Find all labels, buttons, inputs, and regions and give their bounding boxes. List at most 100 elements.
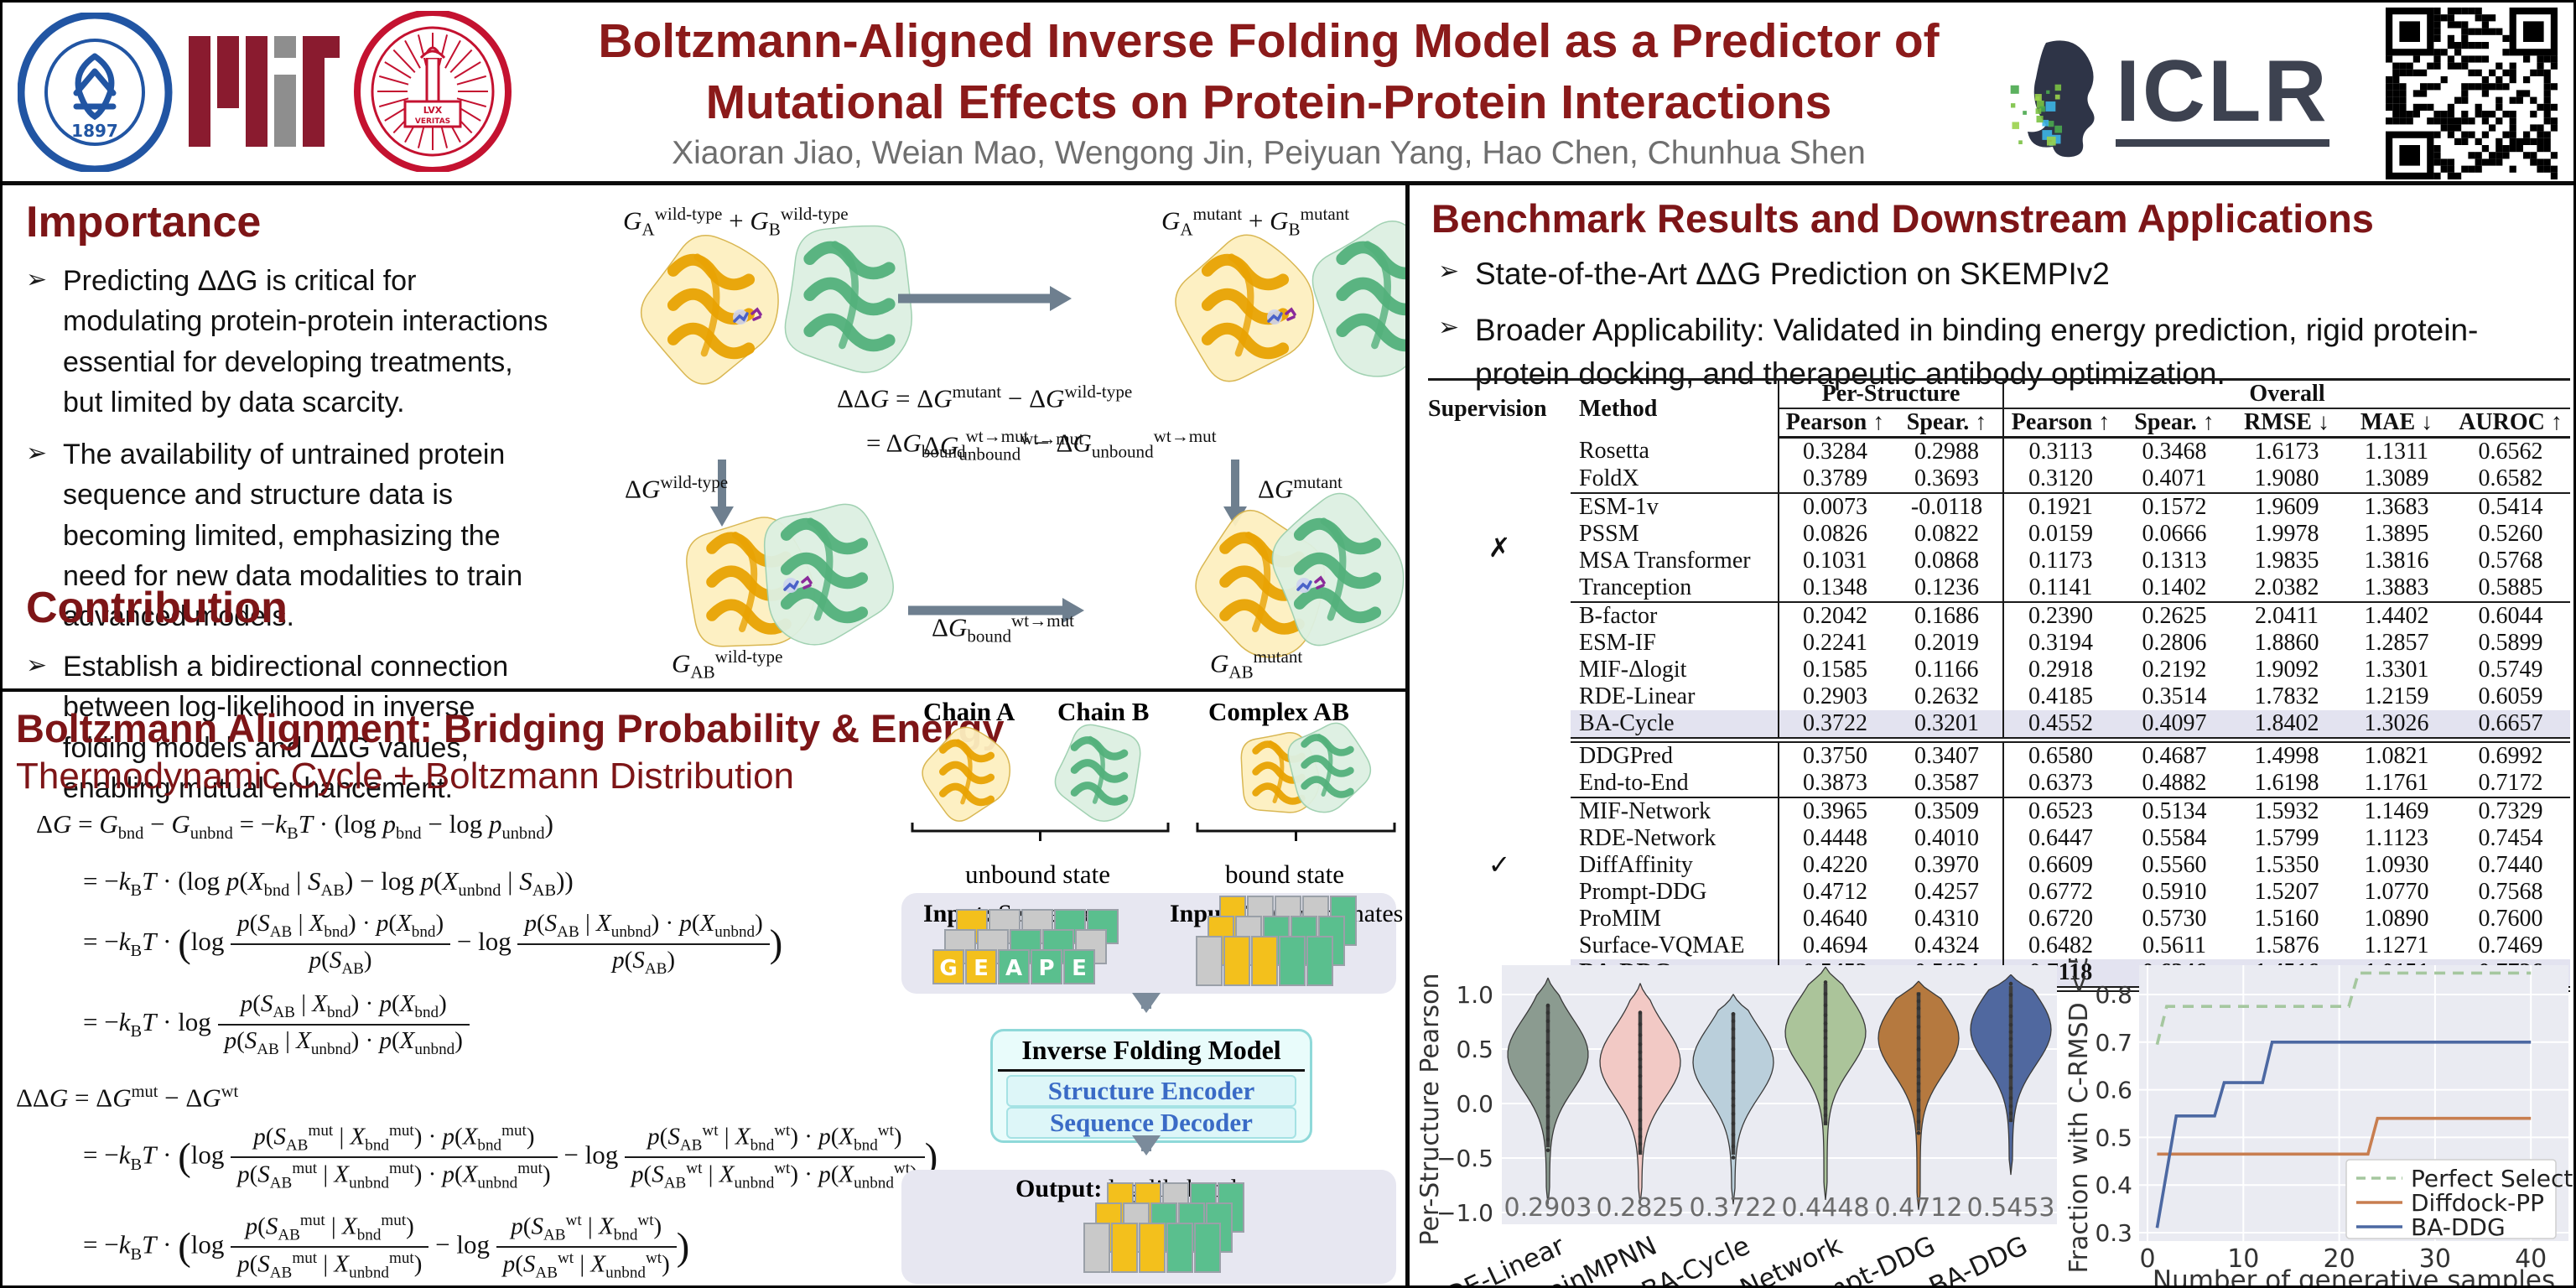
cycle-label-gab-mut: GABmutant xyxy=(1210,647,1303,683)
structure-encoder: Structure Encoder xyxy=(1006,1075,1296,1107)
svg-text:0: 0 xyxy=(2139,1244,2155,1274)
header-rule xyxy=(3,181,2573,185)
svg-text:Diffdock-PP: Diffdock-PP xyxy=(2411,1189,2544,1217)
left-mid-rule xyxy=(3,688,1405,692)
svg-text:0.4712: 0.4712 xyxy=(1875,1193,1963,1223)
table-row: ✓ DDGPred 0.3750 0.3407 0.6580 0.4687 1.4998 1.… xyxy=(1428,740,2570,989)
unbound-state-label: unbound state xyxy=(965,860,1111,889)
equation-5: ΔΔG = ΔGmut − ΔGwt xyxy=(16,1083,239,1113)
svg-text:Per-Structure Pearson: Per-Structure Pearson xyxy=(1420,973,1445,1245)
cycle-label-wt-unbound: GAwild-type + GBwild-type xyxy=(623,204,849,240)
svg-text:Fraction with C-RMSD < 5Å: Fraction with C-RMSD < 5Å xyxy=(2065,958,2094,1273)
chain-b-label: Chain B xyxy=(1057,697,1150,726)
inverse-folding-model-box: Inverse Folding Model Structure Encoder … xyxy=(990,1029,1312,1143)
table-row: BA-Cycle 0.3722 0.3201 0.4552 0.4097 1.8402 1.… xyxy=(1428,710,2571,743)
svg-text:0.8: 0.8 xyxy=(2095,981,2132,1009)
svg-text:0.0: 0.0 xyxy=(1456,1090,1493,1118)
svg-text:0.3: 0.3 xyxy=(2095,1219,2132,1247)
table-row: Tranception 0.1348 0.1236 0.1141 0.1402 2.038… xyxy=(1428,574,2571,603)
skempi-results-table: Supervision Method Per-Structure Overall… xyxy=(1428,378,2571,992)
contribution-heading: Contribution xyxy=(26,584,288,632)
svg-text:P: P xyxy=(1038,956,1054,981)
benchmark-heading: Benchmark Results and Downstream Applica… xyxy=(1431,196,2374,241)
model-title: Inverse Folding Model xyxy=(998,1031,1305,1072)
importance-bullets: ➢ Predicting ΔΔG is critical for modulati… xyxy=(26,261,553,648)
table-row: FoldX 0.3789 0.3693 0.3120 0.4071 1.9080 1.308… xyxy=(1428,465,2571,494)
table-row: MIF-Network 0.3965 0.3509 0.6523 0.5134 1.593… xyxy=(1428,797,2570,825)
output-tiles xyxy=(1083,1182,1244,1273)
column-divider xyxy=(1405,185,1410,1285)
table-row: RDE-Network 0.4448 0.4010 0.6447 0.5584 1.579… xyxy=(1428,825,2570,852)
svg-text:A: A xyxy=(1005,956,1022,981)
authors: Xiaoran Jiao, Weian Mao, Wengong Jin, Pe… xyxy=(672,135,1866,171)
svg-text:0.2903: 0.2903 xyxy=(1504,1193,1592,1223)
svg-text:0.6: 0.6 xyxy=(2095,1077,2132,1104)
svg-text:BA-DDG: BA-DDG xyxy=(1924,1231,2032,1288)
svg-text:0.7: 0.7 xyxy=(2095,1029,2132,1057)
svg-text:0.5: 0.5 xyxy=(1456,1036,1493,1063)
svg-text:−0.5: −0.5 xyxy=(1436,1145,1493,1172)
title-line-2: Mutational Effects on Protein-Protein In… xyxy=(705,75,1832,129)
svg-text:0.4448: 0.4448 xyxy=(1782,1193,1870,1223)
table-row: Rosetta 0.3284 0.2988 0.3113 0.3468 1.6173 1.1… xyxy=(1428,437,2570,493)
bullet-item: ➢ Establish a bidirectional connection be… xyxy=(26,651,509,804)
cycle-label-dg-bound: ΔGboundwt→mut xyxy=(932,610,1074,647)
table-row: MIF-Δlogit 0.1585 0.1166 0.2918 0.2192 1.9092… xyxy=(1428,657,2570,683)
svg-text:0.5: 0.5 xyxy=(2095,1124,2132,1151)
iclr-face-icon xyxy=(2010,40,2095,158)
equation-1: ΔG = Gbnd − Gunbnd = −kBT · (log pbnd − … xyxy=(36,809,553,844)
table-row: MSA Transformer 0.1031 0.0868 0.1173 0.1313 1… xyxy=(1428,548,2570,574)
svg-text:VERITAS: VERITAS xyxy=(415,117,450,126)
table-row: End-to-End 0.3873 0.3587 0.6373 0.4882 1.6198… xyxy=(1428,770,2571,798)
group-per-structure: Per-Structure xyxy=(1779,379,2005,409)
col-supervision: Supervision xyxy=(1428,395,1547,422)
arrow-to-output xyxy=(1132,1135,1161,1156)
cycle-label-gab-wt: GABwild-type xyxy=(672,647,783,683)
svg-text:Number of generative samples: Number of generative samples xyxy=(2153,1265,2555,1288)
group-overall: Overall xyxy=(2003,379,2571,409)
bullet-item: ➢ Predicting ΔΔG is critical for modulati… xyxy=(26,265,548,418)
title-line-1: Boltzmann-Aligned Inverse Folding Model … xyxy=(598,14,1940,68)
svg-text:−1.0: −1.0 xyxy=(1436,1199,1493,1227)
bound-state-label: bound state xyxy=(1225,860,1345,889)
poster-title: Boltzmann-Aligned Inverse Folding Model … xyxy=(531,11,2007,133)
table-row: PSSM 0.0826 0.0822 0.0159 0.0666 1.9978 1.3895… xyxy=(1428,521,2570,548)
complex-ab-label: Complex AB xyxy=(1208,697,1349,726)
svg-text:40: 40 xyxy=(2515,1244,2547,1274)
pipeline-proteins xyxy=(911,722,1396,841)
svg-text:30: 30 xyxy=(2419,1244,2451,1274)
per-structure-pearson-violin-chart: 0.2903RDE-Linear0.2825ProteinMPNN0.3722B… xyxy=(1420,965,2057,1288)
svg-text:10: 10 xyxy=(2227,1244,2259,1274)
iclr-logo: ICLR xyxy=(2116,45,2329,148)
table-row: RDE-Linear 0.2903 0.2632 0.4185 0.3514 1.7832… xyxy=(1428,683,2570,710)
svg-text:1.0: 1.0 xyxy=(1456,981,1493,1009)
svg-text:Perfect Selection: Perfect Selection xyxy=(2411,1165,2576,1192)
svg-text:0.4: 0.4 xyxy=(2095,1171,2132,1199)
chain-a-label: Chain A xyxy=(923,697,1015,726)
table-row: ESM-IF 0.2241 0.2019 0.3194 0.2806 1.8860 1.28… xyxy=(1428,630,2570,657)
zhejiang-university-logo: 1897 xyxy=(18,13,173,172)
svg-text:BA-DDG: BA-DDG xyxy=(2411,1213,2506,1241)
thermodynamic-cycle-diagram xyxy=(640,221,1405,658)
contribution-bullets: ➢ Establish a bidirectional connection be… xyxy=(26,647,563,820)
svg-text:20: 20 xyxy=(2324,1244,2355,1274)
sequence-decoder: Sequence Decoder xyxy=(1006,1107,1296,1139)
mit-logo xyxy=(189,36,340,147)
table-row: DiffAffinity 0.4220 0.3970 0.6609 0.5560 1.53… xyxy=(1428,852,2570,879)
table-row: B-factor 0.2042 0.1686 0.2390 0.2625 2.0411 1.… xyxy=(1428,602,2570,740)
col-method: Method xyxy=(1571,379,1779,438)
cycle-center-line1: ΔΔG = ΔGmutant − ΔGwild-type xyxy=(837,382,1133,413)
importance-heading: Importance xyxy=(26,198,262,247)
svg-text:LVX: LVX xyxy=(423,105,443,116)
svg-text:0.3722: 0.3722 xyxy=(1690,1193,1778,1223)
table-row: ✗ ESM-1v 0.0073 -0.0118 0.1921 0.1572 1.9609 1.… xyxy=(1428,493,2570,602)
arrow-to-model xyxy=(1132,993,1161,1013)
cycle-center-line2: = ΔGboundwt→mut − ΔGunboundwt→mut xyxy=(866,426,1217,462)
cycle-label-dg-wildtype: ΔGwild-type xyxy=(625,472,729,504)
table-row: ProMIM 0.4640 0.4310 0.6720 0.5730 1.5160 1.08… xyxy=(1428,906,2570,932)
table-row: Surface-VQMAE 0.4694 0.4324 0.6482 0.5611 1.5… xyxy=(1428,932,2570,959)
svg-text:0.2825: 0.2825 xyxy=(1597,1193,1685,1223)
equation-7: = −kBT · (log p(SABmut | Xbndmut) p(SABmu… xyxy=(83,1212,690,1282)
